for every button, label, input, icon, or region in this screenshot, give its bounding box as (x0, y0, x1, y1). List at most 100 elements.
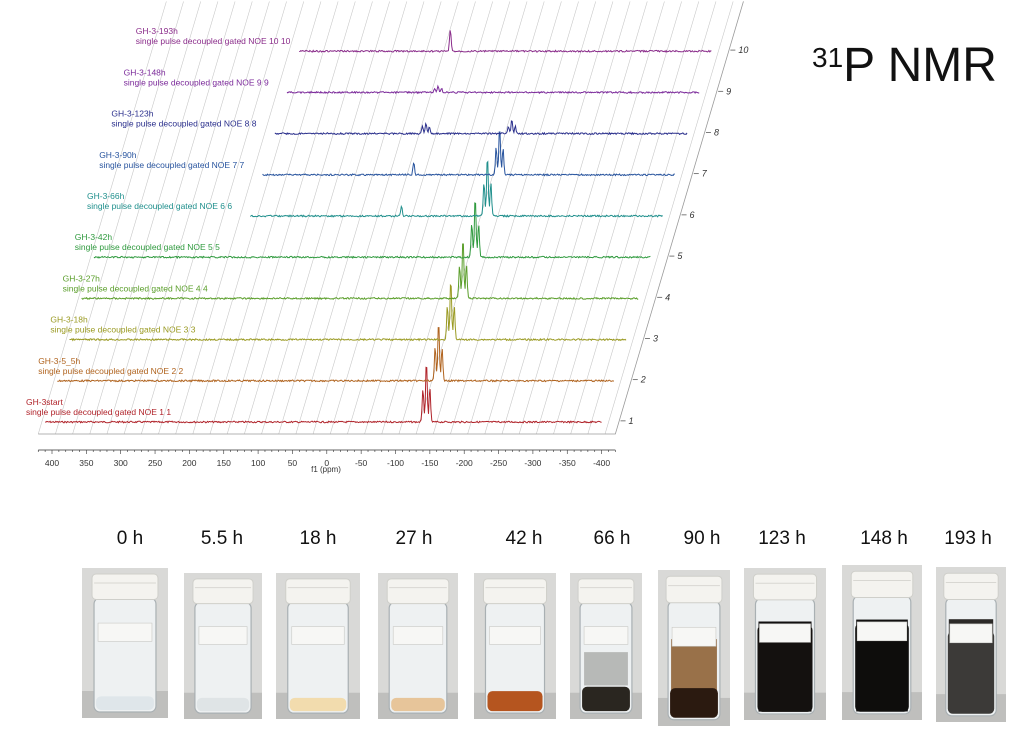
vial-photo (936, 567, 1006, 722)
x-tick-label: 300 (114, 458, 128, 468)
vial-photo (276, 573, 360, 719)
grid-depth-line (450, 1, 579, 435)
time-label: 0 h (116, 528, 144, 549)
series-name-label: GH-3-148h (124, 67, 166, 77)
time-label: 27 h (395, 528, 433, 549)
z-tick-label: 1 (629, 416, 634, 426)
spectrum-line (262, 131, 675, 177)
grid-depth-line (89, 1, 219, 435)
x-tick-label: 0 (324, 458, 329, 468)
grid-depth-line (37, 1, 167, 435)
grid-depth-line (536, 1, 665, 435)
grid-depth-line (518, 1, 648, 435)
time-label: 193 h (944, 528, 992, 549)
x-tick-label: -250 (490, 458, 507, 468)
grid-depth-line (123, 1, 253, 435)
x-tick-label: 400 (45, 458, 59, 468)
grid-depth-line (432, 1, 562, 435)
title-text: P NMR (843, 39, 997, 92)
x-tick-label: -150 (421, 458, 438, 468)
vial-photo (842, 565, 922, 720)
nmr-title: 31P NMR (812, 42, 997, 90)
grid-depth-line (295, 1, 425, 435)
grid-depth-line (244, 1, 373, 435)
x-tick-label: 250 (148, 458, 162, 468)
vial-photo (184, 573, 262, 719)
grid-depth-line (381, 1, 511, 435)
x-tick-label: 50 (288, 458, 298, 468)
series-subtitle-label: single pulse decoupled gated NOE 4 4 (63, 283, 208, 293)
z-tick-label: 2 (640, 375, 646, 385)
ppm-axis: 1 2 3 4 5 6 7 8 9 10 400 350 300 250 200 150 100 50 0 -50 -1… (37, 45, 748, 468)
time-label: 42 h (505, 528, 543, 549)
isotope-number: 31 (812, 42, 844, 73)
z-tick-label: 3 (653, 333, 658, 343)
grid-depth-line (209, 1, 339, 435)
spectrum-line (69, 283, 627, 342)
grid-depth-line (55, 1, 184, 435)
spectrum-line (274, 120, 688, 136)
series-name-label: GH-3start (26, 397, 63, 407)
grid-depth-line (175, 1, 305, 435)
series-subtitle-label: single pulse decoupled gated NOE 1 1 (26, 407, 171, 417)
grid-depth-line (312, 1, 442, 435)
time-label: 148 h (860, 528, 908, 549)
vial-photo (658, 570, 730, 726)
time-label: 5.5 h (200, 528, 244, 549)
vial-photo (378, 573, 458, 719)
vial-photo (744, 568, 826, 720)
grid-depth-line (553, 1, 682, 435)
x-axis-label: f1 (ppm) (311, 465, 341, 474)
x-tick-label: -200 (456, 458, 473, 468)
grid-depth-line (141, 1, 270, 435)
grid-depth-line (192, 1, 322, 435)
grid-depth-line (347, 1, 476, 435)
vial-photo (82, 568, 168, 718)
series-name-label: GH-3-27h (63, 273, 101, 283)
series-name-label: GH-3-5_5h (38, 356, 80, 366)
vial-photo (570, 573, 642, 719)
vial-photo (474, 573, 556, 719)
x-tick-label: 200 (182, 458, 196, 468)
grid-depth-line (226, 1, 356, 435)
plot-grid (37, 1, 744, 435)
grid-depth-line (329, 1, 459, 435)
series-name-label: GH-3-193h (136, 26, 178, 36)
series-name-label: GH-3-42h (75, 232, 113, 242)
x-tick-label: -100 (387, 458, 404, 468)
spectrum-line (93, 202, 651, 260)
series-subtitle-label: single pulse decoupled gated NOE 8 8 (111, 119, 256, 129)
spectrum-line (299, 30, 712, 53)
series-subtitle-label: single pulse decoupled gated NOE 2 2 (38, 366, 183, 376)
z-tick-label: 4 (665, 292, 670, 302)
grid-depth-line (278, 1, 408, 435)
grid-depth-line (570, 1, 700, 435)
grid-depth-line (501, 1, 631, 435)
series-subtitle-label: single pulse decoupled gated NOE 10 10 (136, 36, 291, 46)
series-name-label: GH-3-90h (99, 150, 137, 160)
x-tick-label: 350 (79, 458, 93, 468)
z-tick-label: 5 (677, 251, 683, 261)
time-label: 123 h (758, 528, 806, 549)
spectrum-line (81, 243, 639, 301)
x-tick-label: -50 (355, 458, 368, 468)
z-tick-label: 7 (702, 169, 708, 179)
grid-depth-line (106, 1, 236, 435)
spectrum-line (286, 84, 700, 95)
z-tick-label: 6 (690, 210, 695, 220)
spectrum-line (45, 366, 602, 424)
series-subtitle-label: single pulse decoupled gated NOE 9 9 (124, 77, 269, 87)
x-tick-label: -350 (559, 458, 576, 468)
series-name-label: GH-3-123h (111, 109, 153, 119)
grid-depth-line (604, 1, 734, 435)
spectrum-line (57, 327, 615, 383)
series-subtitle-label: single pulse decoupled gated NOE 5 5 (75, 242, 220, 252)
x-tick-label: 150 (217, 458, 231, 468)
z-tick-label: 10 (738, 45, 748, 55)
